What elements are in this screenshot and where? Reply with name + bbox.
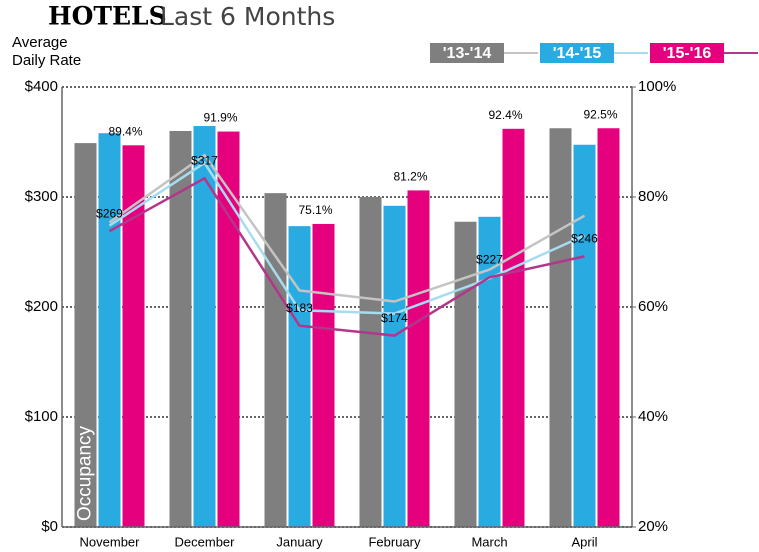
bar (597, 128, 620, 527)
bar (217, 131, 240, 528)
bar (502, 128, 525, 528)
bar-value-label: 81.2% (393, 170, 427, 184)
rate-value-label: $227 (476, 252, 503, 266)
legend-label: '15-'16 (663, 45, 712, 62)
y2-tick-label: 20% (638, 518, 668, 535)
bar (454, 221, 477, 527)
y2-tick-label: 100% (638, 78, 676, 95)
bar (549, 128, 572, 527)
y-tick-label: $100 (25, 408, 58, 425)
bar (288, 226, 311, 527)
bar-value-label: 75.1% (298, 203, 332, 217)
y-tick-label: $300 (25, 188, 58, 205)
rate-value-label: $183 (286, 301, 313, 315)
rate-line (108, 161, 586, 315)
legend-swatch (650, 43, 724, 63)
rate-value-label: $174 (381, 311, 408, 325)
chart-subtitle: Last 6 Months (160, 2, 335, 31)
bar (573, 144, 596, 527)
bar (407, 190, 430, 527)
rate-value-label: $317 (191, 153, 218, 167)
legend-label: '13-'14 (443, 45, 492, 62)
y-tick-label: $200 (25, 298, 58, 315)
x-tick-label: April (571, 534, 597, 549)
y2-tick-label: 80% (638, 188, 668, 205)
bar (312, 223, 335, 527)
bar-value-label: 89.4% (108, 124, 142, 138)
rate-line (108, 176, 585, 337)
rate-value-label: $269 (96, 206, 123, 220)
x-tick-label: February (368, 534, 421, 549)
legend-swatch (540, 43, 614, 63)
x-tick-label: March (471, 534, 507, 549)
bar-value-label: 92.5% (583, 107, 617, 121)
bar-value-label: 91.9% (203, 111, 237, 125)
bar (478, 216, 501, 528)
bar (98, 133, 121, 527)
x-tick-label: December (175, 534, 236, 549)
y-tick-label: $0 (41, 518, 58, 535)
y-tick-label: $400 (25, 78, 58, 95)
bar (264, 193, 287, 527)
bar (359, 197, 382, 527)
chart-title: HOTELS (48, 2, 167, 31)
bar (122, 145, 145, 528)
bar (383, 205, 406, 528)
x-tick-label: January (276, 534, 323, 549)
y2-axis-label: Occupancy (75, 425, 96, 521)
y2-tick-label: 40% (638, 408, 668, 425)
bar (169, 131, 192, 527)
bar (193, 126, 216, 528)
rate-value-label: $246 (571, 232, 598, 246)
legend-swatch (430, 43, 504, 63)
bar (74, 143, 97, 527)
legend-label: '14-'15 (553, 45, 602, 62)
y-axis-label: Average Daily Rate (12, 34, 82, 69)
y2-tick-label: 60% (638, 298, 668, 315)
rate-line (108, 153, 586, 303)
x-tick-label: November (80, 534, 141, 549)
bar-value-label: 92.4% (488, 108, 522, 122)
